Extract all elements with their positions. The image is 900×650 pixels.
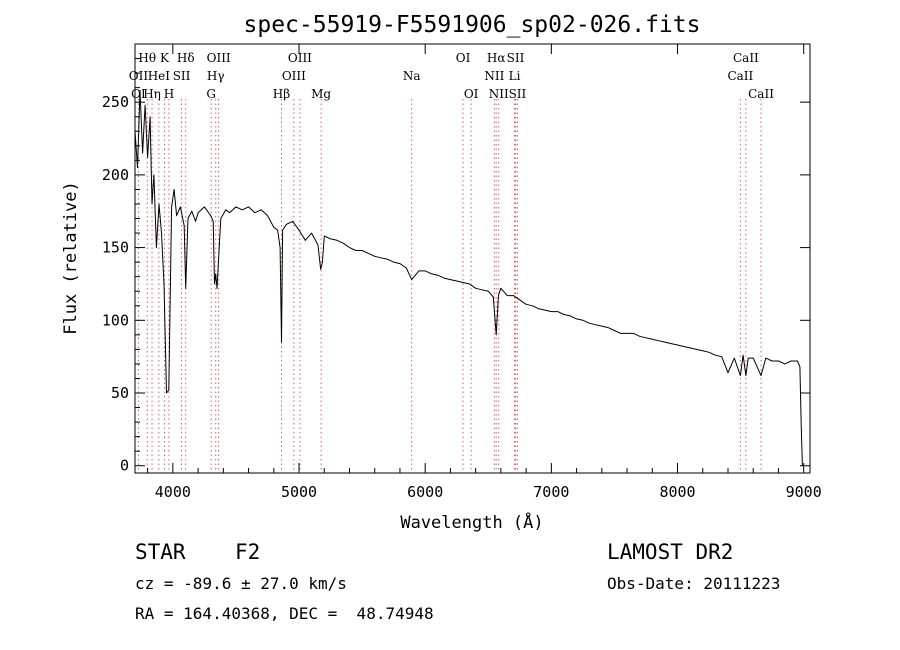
x-tick-label: 6000 bbox=[407, 483, 443, 501]
x-tick-label: 9000 bbox=[786, 483, 822, 501]
x-tick-label: 4000 bbox=[155, 483, 191, 501]
x-tick-label: 5000 bbox=[281, 483, 317, 501]
plot-frame bbox=[134, 43, 811, 474]
spectral-line-label: HeI bbox=[148, 69, 171, 83]
spectral-line-label: OII bbox=[129, 69, 149, 83]
sky-coordinates: RA = 164.40368, DEC = 48.74948 bbox=[135, 604, 434, 623]
spectral-line-label: OIII bbox=[207, 51, 231, 65]
y-tick-label: 50 bbox=[111, 384, 129, 402]
spectral-line-label: Hβ bbox=[273, 87, 290, 101]
spectral-line-label: OIII bbox=[288, 51, 312, 65]
y-tick-label: 0 bbox=[120, 457, 129, 475]
spectral-line-label: Na bbox=[403, 69, 421, 83]
spectral-line-label: Hγ bbox=[207, 69, 225, 83]
chart-title: spec-55919-F5591906_sp02-026.fits bbox=[244, 12, 701, 38]
object-class: STAR bbox=[135, 540, 186, 564]
redshift-velocity: cz = -89.6 ± 27.0 km/s bbox=[135, 574, 347, 593]
spectral-line-label: OI bbox=[131, 87, 146, 101]
x-tick-label: 8000 bbox=[659, 483, 695, 501]
spectral-line-label: Hδ bbox=[177, 51, 195, 65]
spectral-line-label: SII bbox=[173, 69, 191, 83]
spectral-line-label: Hθ bbox=[138, 51, 156, 65]
spectral-line-label: CaII bbox=[748, 87, 774, 101]
line-markers bbox=[137, 99, 762, 473]
y-tick-label: 150 bbox=[102, 239, 129, 257]
object-subclass: F2 bbox=[235, 540, 261, 564]
axis-ticks: 4000 5000 6000 7000 8000 9000 0 50 100 150 200 250 bbox=[102, 44, 822, 501]
y-tick-label: 200 bbox=[102, 166, 129, 184]
spectral-line-label: H bbox=[164, 87, 174, 101]
spectral-line-label: NII bbox=[489, 87, 509, 101]
spectral-line-label: OIII bbox=[282, 69, 306, 83]
spectral-line-label: Hη bbox=[143, 87, 161, 101]
spectral-line-label: CaII bbox=[727, 69, 753, 83]
spectral-line-label: G bbox=[206, 87, 216, 101]
spectral-line-label: SII bbox=[507, 51, 525, 65]
survey-name: LAMOST DR2 bbox=[607, 540, 734, 564]
spectrum-series bbox=[134, 90, 803, 466]
x-tick-label: 7000 bbox=[533, 483, 569, 501]
spectral-line-label: CaII bbox=[733, 51, 759, 65]
spectral-line-label: Mg bbox=[311, 87, 331, 101]
spectrum-line bbox=[134, 90, 803, 466]
spectral-line-label: Li bbox=[509, 69, 521, 83]
spectral-line-label: OI bbox=[464, 87, 479, 101]
spectral-line-label: Hα bbox=[487, 51, 506, 65]
y-tick-label: 100 bbox=[102, 311, 129, 329]
observation-date: Obs-Date: 20111223 bbox=[607, 574, 781, 593]
x-axis-label: Wavelength (Å) bbox=[400, 511, 543, 533]
spectral-line-label: SII bbox=[509, 87, 527, 101]
y-tick-label: 250 bbox=[102, 93, 129, 111]
spectral-line-label: K bbox=[160, 51, 170, 65]
spectral-line-label: OI bbox=[456, 51, 471, 65]
y-axis-label: Flux (relative) bbox=[61, 181, 81, 335]
spectral-line-label: NII bbox=[484, 69, 504, 83]
